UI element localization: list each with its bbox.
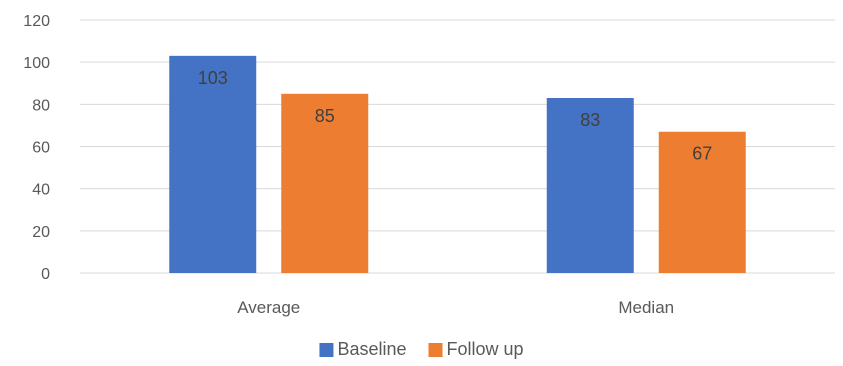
legend-swatch bbox=[428, 343, 443, 357]
bar-follow-up-median bbox=[658, 131, 746, 273]
bar-baseline-median bbox=[546, 98, 634, 273]
bars bbox=[169, 55, 746, 274]
data-label: 85 bbox=[315, 106, 335, 126]
y-tick-label: 100 bbox=[23, 55, 50, 72]
bar-baseline-average bbox=[169, 55, 257, 273]
y-tick-label: 120 bbox=[23, 13, 50, 30]
y-tick-label: 80 bbox=[32, 97, 50, 114]
legend-label: Follow up bbox=[447, 339, 524, 359]
y-axis-ticks: 0 20 40 60 80 100 120 bbox=[23, 13, 50, 283]
x-axis-categories: Average Median bbox=[237, 298, 674, 317]
legend-item-baseline: Baseline bbox=[319, 339, 407, 359]
legend: Baseline Follow up bbox=[319, 339, 524, 359]
data-label: 83 bbox=[580, 110, 600, 130]
category-label-median: Median bbox=[618, 298, 674, 317]
legend-label: Baseline bbox=[337, 339, 406, 359]
legend-item-follow-up: Follow up bbox=[428, 339, 524, 359]
legend-swatch bbox=[319, 343, 334, 357]
data-label: 103 bbox=[198, 68, 228, 88]
y-tick-label: 60 bbox=[32, 140, 50, 157]
y-tick-label: 40 bbox=[32, 182, 50, 199]
y-tick-label: 0 bbox=[41, 266, 50, 283]
data-labels: 103 85 83 67 bbox=[198, 68, 713, 164]
y-tick-label: 20 bbox=[32, 224, 50, 241]
category-label-average: Average bbox=[237, 298, 300, 317]
bar-follow-up-average bbox=[281, 93, 369, 274]
data-label: 67 bbox=[692, 144, 712, 164]
